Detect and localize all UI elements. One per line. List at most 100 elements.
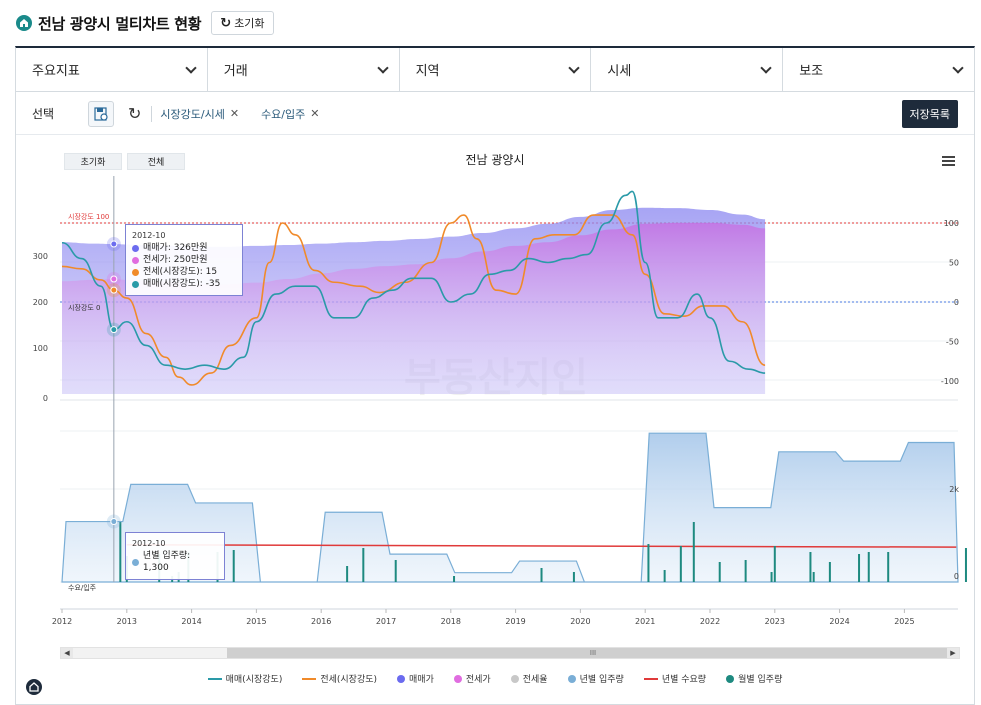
area-yearly-supply xyxy=(61,432,959,583)
scroll-right-icon[interactable]: ▶ xyxy=(947,648,959,658)
legend-dot xyxy=(132,268,139,276)
x-tick-label: 2022 xyxy=(700,617,720,626)
x-tick-label: 2013 xyxy=(117,617,137,626)
monthly-supply-bar xyxy=(394,560,397,582)
line-sale-strength xyxy=(61,190,766,374)
home-logo-icon xyxy=(16,15,32,31)
chart-scrollbar[interactable]: ◀ III ▶ xyxy=(60,647,960,659)
legend-label: 년별 수요량 xyxy=(661,675,707,685)
filter-dropdown-main[interactable]: 주요지표 xyxy=(16,48,208,91)
area-jeonse-price xyxy=(62,222,766,394)
filter-dropdown-price[interactable]: 시세 xyxy=(591,48,784,91)
legend-label: 매매(시장강도) xyxy=(225,675,283,685)
hover-point xyxy=(110,518,118,526)
right-tick-label: 50 xyxy=(949,259,959,268)
hover-point xyxy=(110,240,118,248)
legend-marker xyxy=(510,674,519,683)
x-tick-label: 2016 xyxy=(311,617,331,626)
tooltip-date: 2012-10 xyxy=(132,231,166,240)
legend-label: 전세율 xyxy=(522,675,548,685)
lower-tick-label: 0 xyxy=(954,572,959,581)
right-tick-label: 100 xyxy=(944,219,959,228)
scroll-left-icon[interactable]: ◀ xyxy=(61,648,73,658)
x-tick-label: 2024 xyxy=(829,617,849,626)
x-tick-label: 2023 xyxy=(765,617,785,626)
close-icon[interactable]: ✕ xyxy=(229,107,240,120)
legend-marker xyxy=(302,677,317,680)
left-tick-label: 300 xyxy=(33,252,48,261)
filter-label: 시세 xyxy=(607,64,632,79)
legend-item[interactable]: 전세율 xyxy=(510,672,548,685)
divider xyxy=(151,105,153,122)
filter-dropdown-aux[interactable]: 보조 xyxy=(783,48,974,91)
chevron-down-icon xyxy=(376,61,389,74)
lower-tick-label: 2k xyxy=(949,485,959,494)
monthly-supply-bar xyxy=(887,552,890,582)
page-title: 전남 광양시 멀티차트 현황 xyxy=(38,14,202,33)
footer-logo-icon xyxy=(26,679,42,695)
line-yearly-demand xyxy=(126,544,957,548)
reset-label: 초기화 xyxy=(234,17,265,30)
monthly-supply-bar xyxy=(744,560,747,582)
chart-reset-button[interactable]: 초기화 xyxy=(64,153,122,170)
tooltip-date: 2012-10 xyxy=(132,539,166,548)
filter-dropdown-trade[interactable]: 거래 xyxy=(208,48,400,91)
chart-legend: 매매(시장강도) 전세(시장강도) 매매가 전세가 전세율 년별 입주량 년별 수요량 월별 … xyxy=(16,672,974,685)
monthly-supply-bar xyxy=(232,550,235,582)
save-selection-icon[interactable] xyxy=(88,100,114,127)
monthly-supply-bar xyxy=(663,570,666,582)
saved-list-button[interactable]: 저장목록 xyxy=(901,99,958,128)
monthly-supply-bar xyxy=(679,546,682,582)
right-tick-label: -50 xyxy=(946,338,959,347)
chevron-down-icon xyxy=(185,61,197,74)
legend-label: 년별 입주량 xyxy=(579,675,624,685)
chart-area: 초기화 전체 전남 광양시 부동산지인 xyxy=(16,136,974,704)
legend-item[interactable]: 년별 입주량 xyxy=(567,672,624,685)
filter-label: 보조 xyxy=(799,64,824,79)
x-tick-label: 2025 xyxy=(894,617,914,626)
legend-item[interactable]: 매매(시장강도) xyxy=(207,672,283,685)
hover-point xyxy=(110,326,118,334)
filter-label: 지역 xyxy=(415,64,440,79)
page-header: 전남 광양시 멀티차트 현황 ↻ 초기화 xyxy=(16,10,274,36)
monthly-supply-bar xyxy=(867,552,870,582)
legend-dot xyxy=(132,244,139,252)
x-tick-label: 2014 xyxy=(181,617,201,626)
legend-marker xyxy=(397,674,406,683)
legend-item[interactable]: 월별 입주량 xyxy=(726,672,782,685)
close-icon[interactable]: ✕ xyxy=(310,107,320,120)
legend-marker xyxy=(643,677,658,680)
tooltip-lower: 2012-10 년별 입주량: 1,300 xyxy=(125,532,225,580)
chevron-down-icon xyxy=(952,61,964,74)
legend-item[interactable]: 년별 수요량 xyxy=(643,672,707,685)
selection-label: 선택 xyxy=(32,107,55,121)
legend-label: 매매가 xyxy=(409,675,434,685)
left-tick-label: 100 xyxy=(33,344,48,353)
monthly-supply-bar xyxy=(812,572,815,582)
x-tick-label: 2015 xyxy=(246,617,266,626)
monthly-supply-bar xyxy=(828,562,831,582)
legend-label: 전세가 xyxy=(465,675,491,685)
selection-bar: 선택 ↻ 시장강도/시세 ✕ 수요/입주 ✕ 저장목록 xyxy=(16,93,974,135)
menu-icon[interactable] xyxy=(942,156,955,168)
reset-button[interactable]: ↻ 초기화 xyxy=(211,11,274,35)
monthly-supply-bar xyxy=(858,554,861,582)
left-tick-label: 0 xyxy=(43,394,48,403)
monthly-supply-bar xyxy=(572,572,575,582)
legend-item[interactable]: 전세가 xyxy=(453,672,491,685)
legend-marker xyxy=(207,677,222,680)
filter-dropdown-region[interactable]: 지역 xyxy=(400,48,592,91)
filter-label: 주요지표 xyxy=(32,64,80,79)
legend-item[interactable]: 매매가 xyxy=(397,672,434,685)
lower-panel-label: 수요/입주 xyxy=(68,584,97,592)
selection-chip[interactable]: 시장강도/시세 ✕ xyxy=(160,106,239,122)
x-tick-label: 2019 xyxy=(505,617,525,626)
scroll-thumb[interactable]: III xyxy=(227,648,959,658)
selection-chip[interactable]: 수요/입주 ✕ xyxy=(261,106,319,122)
chart-all-button[interactable]: 전체 xyxy=(127,153,185,170)
monthly-supply-bar xyxy=(809,552,812,582)
legend-dot xyxy=(132,256,139,264)
monthly-supply-bar xyxy=(718,562,721,582)
refresh-selection-icon[interactable]: ↻ xyxy=(128,104,142,123)
legend-item[interactable]: 전세(시장강도) xyxy=(302,672,377,685)
